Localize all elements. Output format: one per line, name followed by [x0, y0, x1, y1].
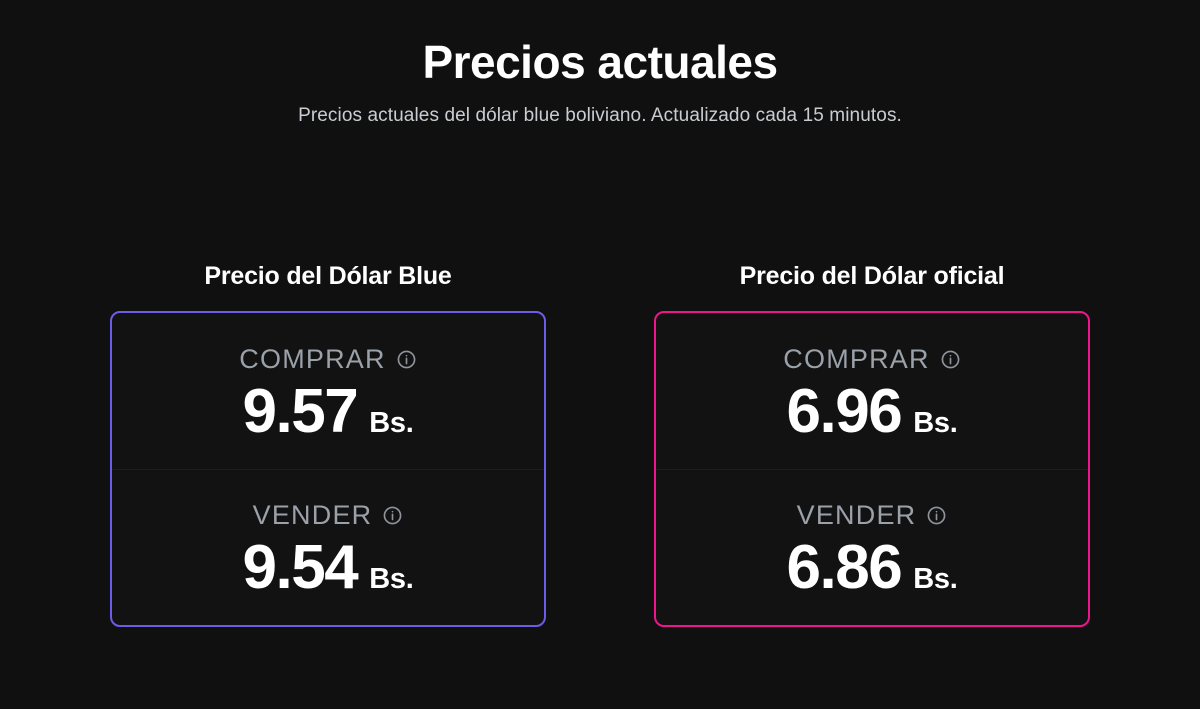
- page-subtitle: Precios actuales del dólar blue bolivian…: [298, 104, 902, 126]
- page-title: Precios actuales: [422, 36, 778, 88]
- rate-card-blue-block: Precio del Dólar Blue COMPRAR: [110, 262, 546, 627]
- rate-card-blue: COMPRAR 9.57 Bs.: [110, 311, 546, 627]
- rate-label-row-official-buy: COMPRAR: [783, 344, 960, 375]
- rate-section-official-sell: VENDER 6.86 Bs.: [656, 469, 1088, 625]
- info-circle-icon[interactable]: [940, 349, 961, 370]
- page-header: Precios actuales Precios actuales del dó…: [0, 0, 1200, 127]
- rate-section-blue-sell: VENDER 9.54 Bs.: [112, 469, 544, 625]
- rate-cards-row: Precio del Dólar Blue COMPRAR: [0, 262, 1200, 627]
- rate-value-row-blue-buy: 9.57 Bs.: [243, 379, 414, 444]
- rate-value-blue-sell: 9.54: [242, 533, 359, 603]
- rate-label-row-official-sell: VENDER: [797, 500, 948, 531]
- rate-label-official-sell: VENDER: [796, 500, 917, 531]
- info-circle-icon[interactable]: [396, 349, 417, 370]
- rate-card-official-heading: Precio del Dólar oficial: [739, 262, 1005, 290]
- rate-value-blue-buy: 9.57: [242, 376, 359, 446]
- rate-currency-official-sell: Bs.: [913, 563, 958, 596]
- info-circle-icon[interactable]: [382, 505, 403, 526]
- info-circle-icon[interactable]: [926, 505, 947, 526]
- rate-section-official-buy: COMPRAR 6.96 Bs.: [656, 313, 1088, 469]
- rate-currency-blue-sell: Bs.: [369, 563, 414, 596]
- rate-label-blue-sell: VENDER: [252, 500, 373, 531]
- rate-value-row-official-sell: 6.86 Bs.: [787, 535, 958, 600]
- rate-card-official-block: Precio del Dólar oficial COMPRAR: [654, 262, 1090, 627]
- rate-card-official: COMPRAR 6.96 Bs.: [654, 311, 1090, 627]
- rate-label-row-blue-sell: VENDER: [253, 500, 404, 531]
- rate-value-official-buy: 6.96: [786, 376, 903, 446]
- rate-section-blue-buy: COMPRAR 9.57 Bs.: [112, 313, 544, 469]
- rate-label-blue-buy: COMPRAR: [239, 343, 386, 374]
- rate-value-row-blue-sell: 9.54 Bs.: [243, 535, 414, 600]
- rate-currency-official-buy: Bs.: [913, 406, 958, 439]
- rate-value-row-official-buy: 6.96 Bs.: [787, 379, 958, 444]
- rate-label-row-blue-buy: COMPRAR: [239, 344, 416, 375]
- rate-currency-blue-buy: Bs.: [369, 406, 414, 439]
- rate-value-official-sell: 6.86: [786, 533, 903, 603]
- rate-label-official-buy: COMPRAR: [783, 343, 930, 374]
- rate-card-blue-heading: Precio del Dólar Blue: [204, 262, 452, 290]
